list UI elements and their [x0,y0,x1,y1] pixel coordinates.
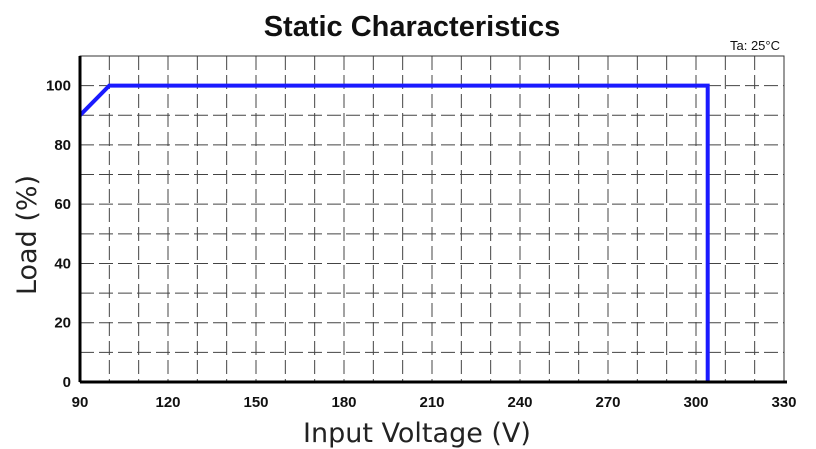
x-tick-label: 90 [72,394,89,411]
x-tick-label: 270 [595,394,620,411]
y-tick-label: 40 [54,255,71,272]
x-tick-label: 300 [683,394,708,411]
series-layer [78,83,710,382]
axes [78,55,787,384]
x-axis-label: Input Voltage (V) [303,418,531,449]
x-tick-label: 210 [419,394,444,411]
y-tick-label: 20 [54,315,71,332]
x-tick-label: 120 [155,394,180,411]
y-axis-label: Load (%) [12,175,43,295]
series-line [78,83,710,382]
y-tick-label: 60 [54,196,71,213]
x-tick-label: 180 [331,394,356,411]
x-tick-label: 150 [243,394,268,411]
grid [80,56,784,382]
x-tick-label: 330 [771,394,796,411]
y-tick-label: 80 [54,137,71,154]
y-tick-label: 100 [46,78,71,95]
tick-labels: 90 120 150 180 210 240 270 300 330 0 20 40 60 80 100 [46,78,797,411]
temperature-note: Ta: 25°C [730,38,780,53]
x-tick-label: 240 [507,394,532,411]
chart-title: Static Characteristics [264,11,561,43]
y-tick-label: 0 [63,374,71,391]
